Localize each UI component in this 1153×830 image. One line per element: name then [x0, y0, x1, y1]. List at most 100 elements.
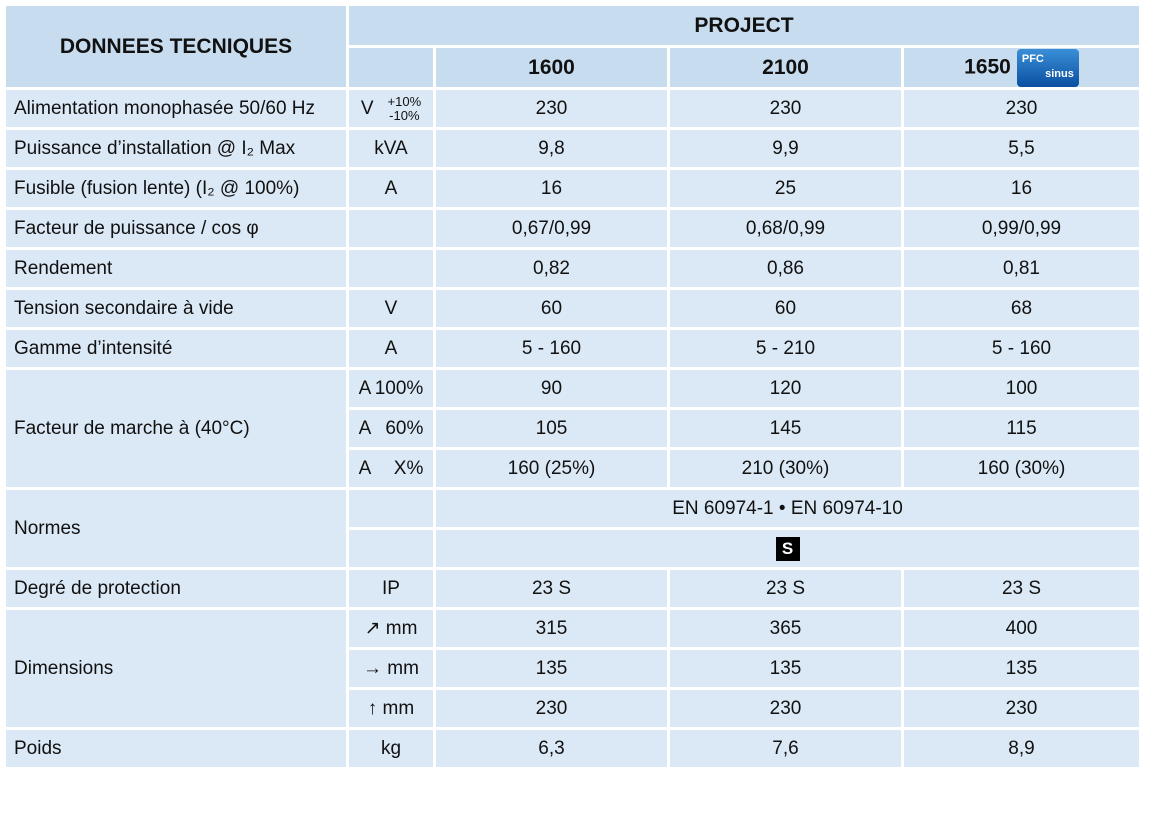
- row-label: Degré de protection: [3, 567, 349, 610]
- value-cell: 0,81: [901, 247, 1142, 290]
- duty: X%: [393, 457, 424, 479]
- value-cell: 0,82: [433, 247, 670, 290]
- unit: IP: [382, 577, 400, 599]
- value-cell: 230: [667, 87, 904, 130]
- unit-cell: ↗ mm: [346, 607, 436, 650]
- spec-row: → mm 135 135 135: [5, 647, 1142, 690]
- tolerance-value: +10%: [387, 93, 422, 109]
- spec-row: A 60% 105 145 115: [5, 407, 1142, 450]
- value-cell: 0,99/0,99: [901, 207, 1142, 250]
- value-cell: 0,68/0,99: [667, 207, 904, 250]
- norm-text: EN 60974-1 • EN 60974-10: [672, 497, 903, 519]
- row-label: Alimentation monophasée 50/60 Hz: [3, 87, 349, 130]
- model-label: 2100: [762, 55, 809, 79]
- header-row: 1600 2100 1650 PFC sinus: [5, 45, 1142, 90]
- norm-cell: S: [433, 527, 1142, 570]
- value-cell: 9,9: [667, 127, 904, 170]
- value-cell: 160 (25%): [433, 447, 670, 490]
- value-cell: 105: [433, 407, 670, 450]
- row-label: Normes: [3, 487, 349, 570]
- value-cell: 23 S: [667, 567, 904, 610]
- unit-cell: [346, 527, 436, 570]
- unit-cell: → mm: [346, 647, 436, 690]
- unit-cell: IP: [346, 567, 436, 610]
- badge-text: PFC: [1021, 52, 1044, 65]
- spec-row: S: [5, 527, 1142, 570]
- spec-row: ↑ mm 230 230 230: [5, 687, 1142, 730]
- row-label: Dimensions: [3, 607, 349, 730]
- unit: A: [384, 177, 398, 199]
- unit-cell: V +10% -10%: [346, 87, 436, 130]
- value-cell: 100: [901, 367, 1142, 410]
- value-cell: 68: [901, 287, 1142, 330]
- unit: V: [360, 97, 374, 119]
- header-row: DONNEES TECNIQUES PROJECT: [3, 3, 1142, 90]
- spec-row: Gamme d’intensité A 5 - 160 5 - 210 5 - 160: [3, 327, 1142, 370]
- value-cell: 60: [433, 287, 670, 330]
- row-label: Gamme d’intensité: [3, 327, 349, 370]
- value-cell: 0,86: [667, 247, 904, 290]
- unit-cell: [346, 247, 436, 290]
- unit: A: [358, 417, 372, 439]
- model-name: 1650 PFC sinus: [901, 45, 1142, 90]
- value-cell: 7,6: [667, 727, 904, 770]
- spec-table: DONNEES TECNIQUES PROJECT 1600 2100 1650 PFC s…: [3, 3, 1142, 770]
- unit-cell: ↑ mm: [346, 687, 436, 730]
- unit-cell: kVA: [346, 127, 436, 170]
- unit: ↑ mm: [367, 697, 415, 719]
- spec-row: Tension secondaire à vide V 60 60 68: [3, 287, 1142, 330]
- spec-row: Poids kg 6,3 7,6 8,9: [3, 727, 1142, 770]
- value-cell: 230: [433, 87, 670, 130]
- spec-row: Alimentation monophasée 50/60 Hz V +10% -10…: [3, 87, 1142, 130]
- value-cell: 5 - 210: [667, 327, 904, 370]
- row-label: Rendement: [3, 247, 349, 290]
- unit-cell: V: [346, 287, 436, 330]
- row-label: Fusible (fusion lente) (I₂ @ 100%): [3, 167, 349, 210]
- unit: A: [358, 457, 372, 479]
- unit: kg: [380, 737, 402, 759]
- value-cell: 16: [433, 167, 670, 210]
- value-cell: 120: [667, 367, 904, 410]
- unit-cell: A X%: [346, 447, 436, 490]
- value-cell: 0,67/0,99: [433, 207, 670, 250]
- duty: 60%: [385, 417, 424, 439]
- value-cell: 135: [667, 647, 904, 690]
- unit-cell: A 60%: [346, 407, 436, 450]
- value-cell: 5 - 160: [433, 327, 670, 370]
- unit-cell: A: [346, 167, 436, 210]
- row-label: Puissance d’installation @ I₂ Max: [3, 127, 349, 170]
- unit-cell: A 100%: [346, 367, 436, 410]
- unit-cell: kg: [346, 727, 436, 770]
- unit: A: [384, 337, 398, 359]
- spec-row: Degré de protection IP 23 S 23 S 23 S: [3, 567, 1142, 610]
- unit-cell: [346, 487, 436, 530]
- spec-row: Fusible (fusion lente) (I₂ @ 100%) A 16 25 1…: [3, 167, 1142, 210]
- unit: A: [358, 377, 372, 399]
- unit: ↗ mm: [364, 618, 418, 639]
- safety-symbol: S: [775, 536, 800, 561]
- badge-text: sinus: [1045, 67, 1074, 80]
- value-cell: 9,8: [433, 127, 670, 170]
- table-title: DONNEES TECNIQUES: [3, 3, 349, 90]
- model-name: 2100: [667, 45, 904, 90]
- spec-row: Dimensions ↗ mm 315 365 400: [3, 607, 1142, 730]
- tolerance: +10% -10%: [387, 93, 422, 123]
- spec-row: Facteur de puissance / cos φ 0,67/0,99 0,6…: [3, 207, 1142, 250]
- empty-cell: [346, 45, 436, 90]
- model-name: 1600: [433, 45, 670, 90]
- unit: kVA: [374, 137, 408, 159]
- value-cell: 230: [901, 687, 1142, 730]
- unit: V: [384, 297, 398, 319]
- value-cell: 25: [667, 167, 904, 210]
- unit-cell: A: [346, 327, 436, 370]
- value-cell: 90: [433, 367, 670, 410]
- value-cell: 8,9: [901, 727, 1142, 770]
- value-cell: 230: [433, 687, 670, 730]
- value-cell: 16: [901, 167, 1142, 210]
- duty: 100%: [374, 377, 424, 399]
- value-cell: 5,5: [901, 127, 1142, 170]
- value-cell: 230: [901, 87, 1142, 130]
- row-label: Poids: [3, 727, 349, 770]
- value-cell: 23 S: [433, 567, 670, 610]
